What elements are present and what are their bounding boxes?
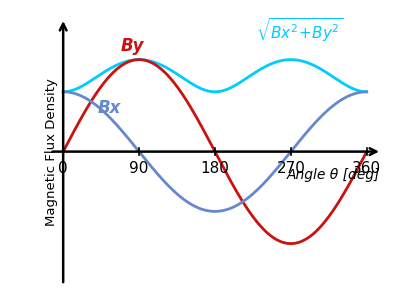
Text: 270: 270 — [276, 161, 305, 176]
Text: By: By — [120, 37, 144, 55]
Text: Magnetic Flux Density: Magnetic Flux Density — [45, 78, 58, 226]
Text: Bx: Bx — [98, 99, 121, 117]
Text: 0: 0 — [58, 161, 68, 176]
Text: Angle θ [deg]: Angle θ [deg] — [287, 168, 380, 182]
Text: 360: 360 — [352, 161, 381, 176]
Text: 90: 90 — [129, 161, 149, 176]
Text: 180: 180 — [200, 161, 229, 176]
Text: $\sqrt{Bx^2\!+\!By^2}$: $\sqrt{Bx^2\!+\!By^2}$ — [256, 16, 343, 44]
